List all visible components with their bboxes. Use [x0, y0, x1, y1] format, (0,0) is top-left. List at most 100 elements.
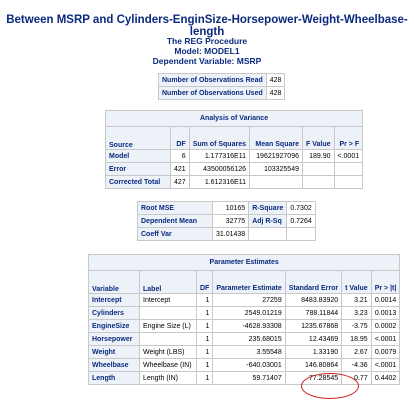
anova-header-source: Source — [105, 126, 171, 150]
table-header-row: Source DF Sum of Squares Mean Square F V… — [105, 126, 364, 150]
param-variable-cell: Weight — [88, 345, 140, 359]
param-df-cell: 1 — [195, 306, 214, 320]
param-df-cell: 1 — [195, 371, 214, 385]
highlight-circle-annotation — [301, 373, 359, 399]
param-estimate-cell: 235.68015 — [212, 332, 286, 346]
anova-source-cell: Corrected Total — [105, 175, 171, 189]
fit-value-cell: 32775 — [211, 214, 250, 228]
param-df-cell: 1 — [195, 358, 214, 372]
anova-p-cell — [333, 162, 364, 176]
table-row: Coeff Var 31.01438 — [137, 227, 316, 241]
table-row: Weight Weight (LBS) 1 3.55548 1.33190 2.… — [88, 345, 401, 359]
param-estimate-cell: 3.55548 — [212, 345, 286, 359]
param-p-cell: 0.0079 — [370, 345, 401, 359]
procedure-name: The REG Procedure — [166, 36, 248, 46]
param-p-cell: <.0001 — [370, 358, 401, 372]
anova-ms-cell: 19621927096 — [248, 149, 303, 163]
table-row: Number of Observations Read 428 — [158, 73, 286, 87]
report-title: Between MSRP and Cylinders-EnginSize-Hor… — [6, 14, 408, 38]
parameter-estimates-table: Parameter Estimates Variable Label DF Pa… — [87, 254, 401, 385]
anova-ms-cell: 103325549 — [248, 162, 303, 176]
anova-header-ss: Sum of Squares — [188, 126, 250, 150]
obs-read-label: Number of Observations Read — [158, 73, 267, 87]
param-df-cell: 1 — [195, 332, 214, 346]
fit-label-cell — [248, 227, 288, 241]
param-p-cell: 0.0014 — [370, 293, 401, 307]
table-row: Cylinders 1 2549.01219 788.11844 3.23 0.… — [88, 306, 401, 320]
param-p-cell: 0.0013 — [370, 306, 401, 320]
param-p-cell: 0.4402 — [370, 371, 401, 385]
fit-value-cell: 10165 — [211, 201, 250, 215]
param-variable-cell: Wheelbase — [88, 358, 140, 372]
fit-label-cell: Adj R-Sq — [248, 214, 288, 228]
fit-value-cell: 0.7302 — [286, 201, 316, 215]
param-label-cell: Engine Size (L) — [139, 319, 197, 333]
anova-f-cell — [301, 162, 335, 176]
table-row: Error 421 43500056126 103325549 — [105, 162, 364, 176]
param-df-cell: 1 — [195, 293, 214, 307]
fit-statistics-table: Root MSE 10165 R-Square 0.7302 Dependent… — [137, 201, 316, 241]
anova-header-df: DF — [170, 126, 190, 150]
obs-used-value: 428 — [265, 86, 286, 100]
anova-source-cell: Error — [105, 162, 171, 176]
anova-ss-cell: 1.612316E11 — [188, 175, 250, 189]
param-df-cell: 1 — [195, 345, 214, 359]
param-estimate-cell: -4628.93308 — [212, 319, 286, 333]
fit-value-cell — [286, 227, 316, 241]
param-p-cell: <.0001 — [370, 332, 401, 346]
table-row: Number of Observations Used 428 — [158, 86, 286, 100]
params-caption: Parameter Estimates — [87, 254, 401, 271]
param-t-cell: 3.21 — [341, 293, 372, 307]
anova-source-cell: Model — [105, 149, 171, 163]
table-row: Model 6 1.177316E11 19621927096 189.90 <… — [105, 149, 364, 163]
anova-header-f: F Value — [301, 126, 335, 150]
param-se-cell: 146.80864 — [284, 358, 343, 372]
fit-label-cell: Dependent Mean — [137, 214, 213, 228]
param-label-cell — [139, 306, 197, 320]
anova-df-cell: 421 — [170, 162, 190, 176]
param-t-cell: 18.95 — [341, 332, 372, 346]
table-row: Wheelbase Wheelbase (IN) 1 -640.03001 14… — [88, 358, 401, 372]
params-header-variable: Variable — [88, 270, 140, 294]
fit-label-cell: Root MSE — [137, 201, 213, 215]
param-estimate-cell: 2549.01219 — [212, 306, 286, 320]
param-label-cell: Length (IN) — [139, 371, 197, 385]
table-row: Corrected Total 427 1.612316E11 — [105, 175, 364, 189]
param-variable-cell: Intercept — [88, 293, 140, 307]
param-se-cell: 1235.67868 — [284, 319, 343, 333]
param-label-cell: Wheelbase (IN) — [139, 358, 197, 372]
table-row: Intercept Intercept 1 27259 8483.83920 3… — [88, 293, 401, 307]
param-se-cell: 788.11844 — [284, 306, 343, 320]
anova-ss-cell: 1.177316E11 — [188, 149, 250, 163]
anova-f-cell — [301, 175, 335, 189]
observations-table: Number of Observations Read 428 Number o… — [158, 73, 286, 100]
param-estimate-cell: -640.03001 — [212, 358, 286, 372]
table-row: Dependent Mean 32775 Adj R-Sq 0.7264 — [137, 214, 316, 228]
anova-p-cell — [333, 175, 364, 189]
param-p-cell: 0.0002 — [370, 319, 401, 333]
param-variable-cell: Length — [88, 371, 140, 385]
param-estimate-cell: 27259 — [212, 293, 286, 307]
anova-header-p: Pr > F — [333, 126, 364, 150]
param-estimate-cell: 59.71407 — [212, 371, 286, 385]
params-header-label: Label — [139, 270, 197, 294]
table-caption-row: Analysis of Variance — [104, 110, 364, 127]
param-label-cell: Weight (LBS) — [139, 345, 197, 359]
fit-value-cell: 31.01438 — [211, 227, 250, 241]
anova-caption: Analysis of Variance — [104, 110, 364, 127]
param-se-cell: 8483.83920 — [284, 293, 343, 307]
param-t-cell: 3.23 — [341, 306, 372, 320]
param-t-cell: -3.75 — [341, 319, 372, 333]
fit-value-cell: 0.7264 — [286, 214, 316, 228]
param-label-cell: Intercept — [139, 293, 197, 307]
param-variable-cell: EngineSize — [88, 319, 140, 333]
table-row: Horsepower 1 235.68015 12.43469 18.95 <.… — [88, 332, 401, 346]
param-se-cell: 1.33190 — [284, 345, 343, 359]
param-se-cell: 12.43469 — [284, 332, 343, 346]
params-header-se: Standard Error — [284, 270, 343, 294]
procedure-header: The REG Procedure Model: MODEL1 Dependen… — [0, 36, 414, 66]
anova-header-ms: Mean Square — [248, 126, 303, 150]
param-variable-cell: Horsepower — [88, 332, 140, 346]
param-t-cell: 2.67 — [341, 345, 372, 359]
params-header-estimate: Parameter Estimate — [212, 270, 286, 294]
